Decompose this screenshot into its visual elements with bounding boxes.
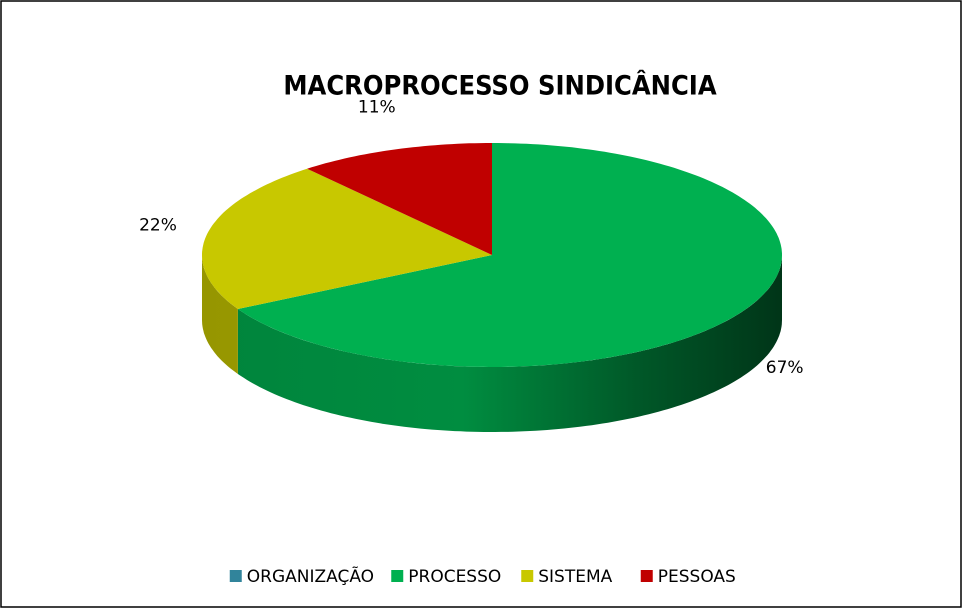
legend-label: ORGANIZAÇÃO	[247, 565, 374, 587]
legend-label: PROCESSO	[408, 567, 501, 587]
legend-label: SISTEMA	[538, 567, 612, 587]
data-label: 67%	[766, 358, 804, 378]
pie-slice-side	[202, 255, 238, 374]
data-label: 22%	[139, 216, 177, 236]
legend-swatch	[229, 570, 242, 582]
legend-swatch	[391, 570, 404, 582]
data-label: 11%	[358, 97, 396, 117]
pie-slice	[202, 168, 492, 309]
legend-swatch	[640, 570, 653, 582]
pie-slice-side	[237, 255, 782, 432]
legend-label: PESSOAS	[658, 567, 736, 587]
pie-slice	[237, 143, 782, 367]
legend-swatch	[521, 570, 534, 582]
chart-title: MACROPROCESSO SINDICÂNCIA	[283, 70, 716, 102]
pie-slice	[307, 143, 492, 255]
